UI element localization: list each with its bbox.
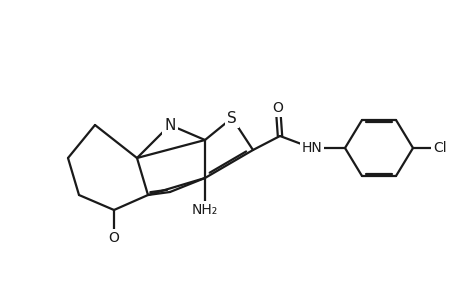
Text: O: O <box>108 231 119 245</box>
Text: HN: HN <box>301 141 322 155</box>
Text: O: O <box>272 101 283 115</box>
Text: NH₂: NH₂ <box>191 203 218 217</box>
Text: S: S <box>227 110 236 125</box>
Text: N: N <box>164 118 175 133</box>
Text: Cl: Cl <box>432 141 446 155</box>
